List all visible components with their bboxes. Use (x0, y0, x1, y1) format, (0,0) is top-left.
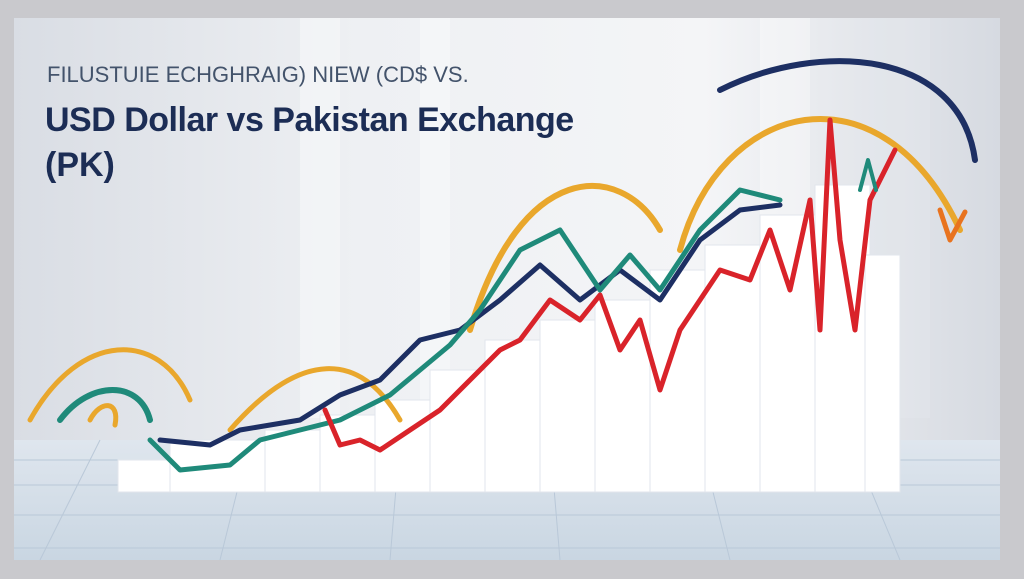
bars (117, 184, 901, 493)
title-line: USD Dollar vs Pakistan Exchange (45, 101, 574, 139)
decorative-lines (27, 58, 978, 473)
title-line: (PK) (45, 146, 115, 184)
kicker: FILUSTUIE ECHGHRAIG) NIEW (CD$ VS. (47, 62, 469, 87)
